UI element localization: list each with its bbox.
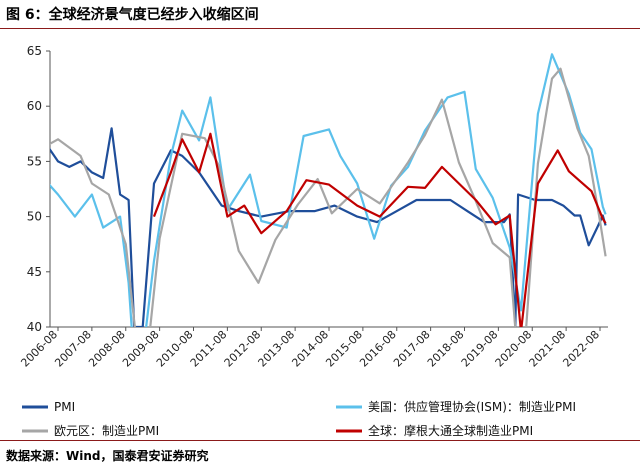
legend-label-4: 全球：摩根大通全球制造业PMI xyxy=(368,423,533,438)
y-tick-label: 55 xyxy=(27,154,42,168)
line-chart: 4045505560652006-082007-082008-082009-08… xyxy=(18,44,608,438)
series-line-3 xyxy=(50,67,607,327)
chart-series xyxy=(50,53,607,327)
legend-label-1: PMI xyxy=(54,400,75,414)
series-line-2 xyxy=(50,53,607,327)
source-note: 数据来源：Wind，国泰君安证券研究 xyxy=(6,449,209,463)
legend-label-2: 美国：供应管理协会(ISM)：制造业PMI xyxy=(368,399,576,414)
figure-title: 图 6：全球经济景气度已经步入收缩区间 xyxy=(6,7,259,23)
y-tick-label: 60 xyxy=(27,99,42,113)
y-tick-label: 40 xyxy=(27,320,42,334)
y-tick-label: 45 xyxy=(27,265,42,279)
series-line-4 xyxy=(152,132,607,327)
x-tick-label: 2022-08 xyxy=(560,328,602,370)
title-rule xyxy=(0,28,640,29)
series-line-1 xyxy=(50,127,607,327)
source-rule xyxy=(0,440,640,441)
y-tick-label: 50 xyxy=(27,210,42,224)
legend-label-3: 欧元区：制造业PMI xyxy=(54,424,159,438)
chart-legend: PMI 美国：供应管理协会(ISM)：制造业PMI 欧元区：制造业PMI 全球：摩根大… xyxy=(22,399,576,438)
y-tick-label: 65 xyxy=(27,44,42,58)
